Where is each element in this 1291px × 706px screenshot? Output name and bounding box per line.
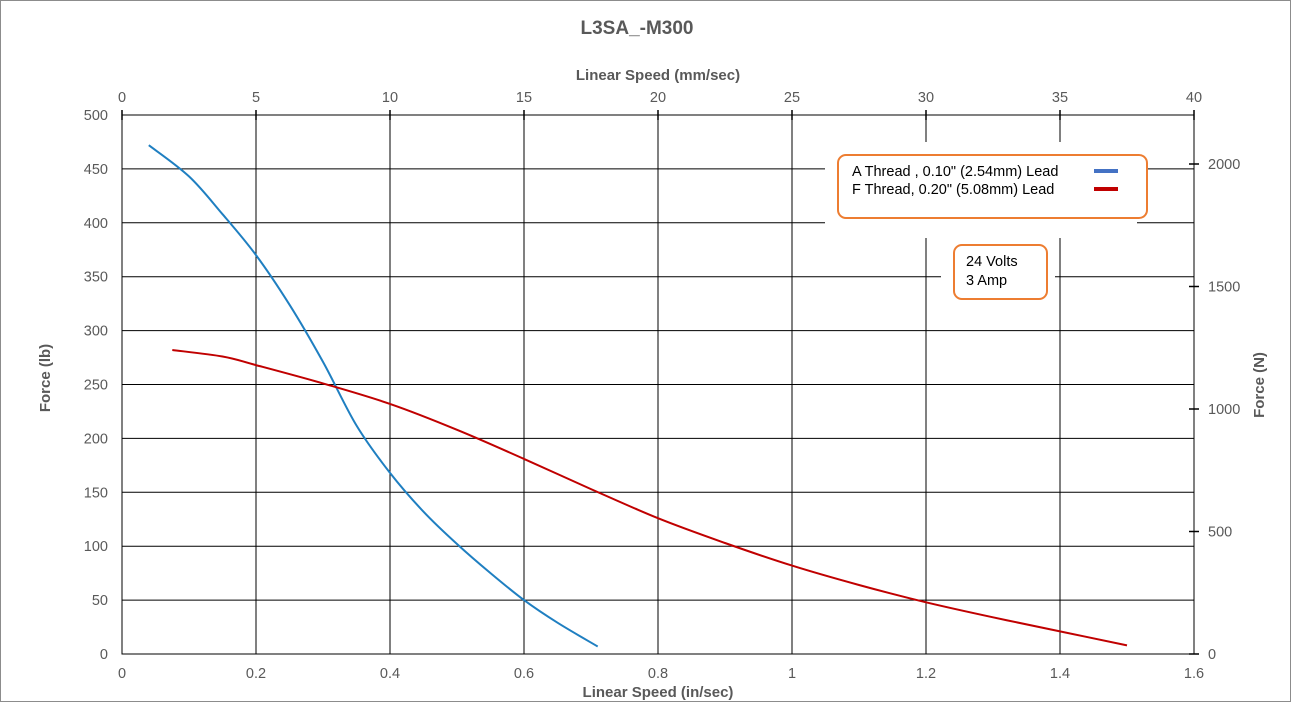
y2-tick-label: 0 (1208, 647, 1216, 663)
x-tick-label: 0.2 (246, 666, 266, 682)
x2-axis-title: Linear Speed (mm/sec) (576, 67, 740, 84)
series-f-thread-line (172, 349, 1128, 647)
y-tick-label: 150 (84, 485, 108, 501)
grid (121, 114, 1195, 655)
y-tick-label: 0 (100, 647, 108, 663)
x-tick-label: 0 (118, 666, 126, 682)
y-axis-ticks: 0 50 100 150 200 250 300 350 400 450 500 (84, 108, 108, 663)
y-tick-label: 300 (84, 324, 108, 340)
note-box (953, 244, 1048, 300)
y2-axis-title: Force (N) (1251, 352, 1268, 418)
y-axis-title: Force (lb) (37, 344, 54, 412)
y-tick-label: 250 (84, 378, 108, 394)
y-tick-label: 500 (84, 108, 108, 124)
x2-tick-label: 40 (1186, 90, 1202, 106)
x-tick-label: 1.2 (916, 666, 936, 682)
y-tick-label: 400 (84, 216, 108, 232)
series-layer (148, 144, 1128, 648)
x2-tick-label: 25 (784, 90, 800, 106)
y-tick-label: 200 (84, 431, 108, 447)
note-current: 3 Amp (966, 273, 1007, 289)
x2-tick-label: 15 (516, 90, 532, 106)
x2-tick-label: 35 (1052, 90, 1068, 106)
y-tick-label: 450 (84, 162, 108, 178)
y-tick-label: 350 (84, 270, 108, 286)
x2-axis-ticks: 0 5 10 15 20 25 30 35 40 (118, 90, 1202, 120)
y-tick-label: 100 (84, 539, 108, 555)
x2-tick-label: 10 (382, 90, 398, 106)
x-tick-label: 1.4 (1050, 666, 1070, 682)
legend: A Thread , 0.10" (2.54mm) Lead F Thread,… (825, 142, 1148, 238)
x2-tick-label: 0 (118, 90, 126, 106)
series-a-thread-line (148, 144, 599, 648)
y2-tick-label: 1000 (1208, 402, 1240, 418)
x2-tick-label: 5 (252, 90, 260, 106)
y-tick-label: 50 (92, 593, 108, 609)
x-tick-label: 0.4 (380, 666, 400, 682)
note-voltage: 24 Volts (966, 254, 1018, 270)
legend-box (837, 154, 1148, 219)
voltage-note: 24 Volts 3 Amp (941, 237, 1055, 309)
legend-label-a-thread: A Thread , 0.10" (2.54mm) Lead (852, 164, 1058, 180)
x-tick-label: 0.8 (648, 666, 668, 682)
x-tick-label: 1 (788, 666, 796, 682)
x-axis-title: Linear Speed (in/sec) (583, 684, 734, 701)
y2-tick-label: 500 (1208, 525, 1232, 541)
x-tick-label: 1.6 (1184, 666, 1204, 682)
chart-title: L3SA_-M300 (581, 18, 694, 39)
x2-tick-label: 20 (650, 90, 666, 106)
x-tick-label: 0.6 (514, 666, 534, 682)
legend-label-f-thread: F Thread, 0.20" (5.08mm) Lead (852, 182, 1054, 198)
y2-tick-label: 1500 (1208, 280, 1240, 296)
x-axis-ticks: 0 0.2 0.4 0.6 0.8 1 1.2 1.4 1.6 (118, 666, 1204, 682)
y2-tick-label: 2000 (1208, 157, 1240, 173)
x2-tick-label: 30 (918, 90, 934, 106)
y2-axis-ticks: 0 500 1000 1500 2000 (1189, 157, 1240, 663)
